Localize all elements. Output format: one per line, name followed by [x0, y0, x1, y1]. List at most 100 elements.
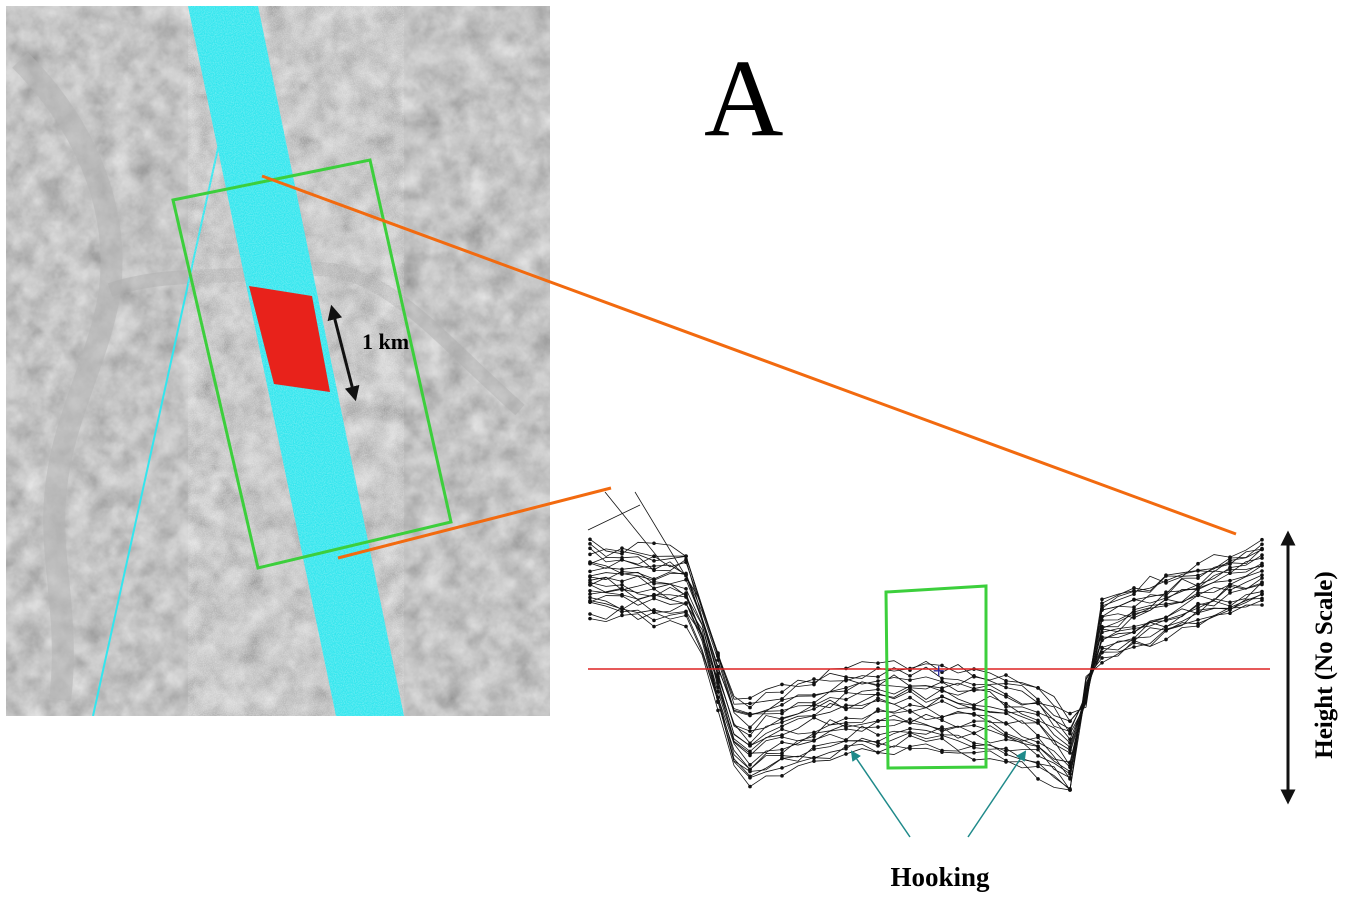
- profile-point: [1100, 597, 1104, 602]
- profile-point: [844, 716, 848, 720]
- profile-point: [652, 610, 656, 615]
- profile-line: [589, 593, 1263, 779]
- profile-point: [652, 579, 656, 584]
- profile-point: [588, 582, 592, 587]
- profile-point: [1260, 546, 1264, 551]
- profile-point: [940, 748, 944, 753]
- profile-point: [940, 725, 944, 729]
- profile-point: [908, 686, 912, 691]
- profile-point: [748, 696, 752, 700]
- profile-point: [1164, 615, 1168, 620]
- ground-track-line: [92, 129, 223, 716]
- profile-point: [652, 554, 656, 558]
- profile-point: [684, 557, 688, 562]
- profile-point: [588, 552, 592, 557]
- profile-line: [634, 491, 701, 601]
- profile-point: [748, 751, 752, 755]
- profile-point: [1068, 751, 1072, 755]
- profile-point: [780, 690, 784, 694]
- profile-point: [588, 569, 592, 574]
- profile-point: [1132, 636, 1136, 640]
- profile-point: [812, 715, 816, 720]
- profile-point: [620, 593, 624, 598]
- profile-point: [812, 755, 816, 760]
- profile-point: [972, 719, 976, 724]
- profile-point: [748, 711, 752, 716]
- profile-point: [1004, 746, 1008, 751]
- profile-point: [1004, 681, 1008, 686]
- profile-point: [780, 703, 784, 707]
- profile-point: [652, 541, 656, 546]
- profile-line: [589, 565, 1263, 751]
- profile-point: [940, 676, 944, 681]
- profile-point: [972, 731, 976, 735]
- profile-point: [620, 583, 624, 587]
- profile-point: [1036, 747, 1040, 752]
- profile-point: [652, 567, 656, 572]
- profile-point: [716, 708, 720, 713]
- height-axis-label: Height (No Scale): [1311, 571, 1338, 758]
- profile-point: [1100, 646, 1104, 651]
- profile-point: [908, 689, 912, 693]
- profile-point: [908, 730, 912, 735]
- profile-point: [1260, 542, 1264, 547]
- profile-point: [1164, 603, 1168, 608]
- profile-point: [940, 663, 944, 668]
- profile-point: [1068, 748, 1072, 752]
- profile-line: [589, 570, 1263, 754]
- profile-line: [589, 604, 1263, 791]
- connector-line-lower: [337, 486, 612, 560]
- profile-point: [620, 613, 624, 618]
- profile-point: [748, 705, 752, 710]
- profile-point: [1004, 705, 1008, 709]
- profile-point: [844, 677, 848, 681]
- profile-point: [876, 679, 880, 683]
- profile-point: [1228, 608, 1232, 612]
- profile-point: [1228, 605, 1232, 610]
- profile-point: [748, 769, 752, 774]
- profile-point: [940, 699, 944, 703]
- profile-point: [652, 577, 656, 581]
- profile-point: [876, 744, 880, 748]
- profile-point: [684, 624, 688, 629]
- profile-point: [1100, 601, 1104, 606]
- profile-point: [1068, 711, 1072, 716]
- profile-point: [652, 564, 656, 568]
- profile-point: [1036, 764, 1040, 769]
- profile-point: [1196, 582, 1200, 587]
- profile-point: [620, 569, 624, 574]
- profile-point: [1004, 694, 1008, 699]
- profile-point: [620, 610, 624, 614]
- profile-point: [1196, 573, 1200, 578]
- profile-point: [972, 723, 976, 728]
- profile-point: [588, 546, 592, 551]
- profile-point: [844, 747, 848, 751]
- profile-point: [684, 613, 688, 618]
- profile-point: [1164, 578, 1168, 583]
- profile-point: [940, 680, 944, 684]
- profile-point: [1196, 608, 1200, 613]
- profile-point: [812, 747, 816, 751]
- profile-point: [748, 784, 752, 789]
- profile-point: [620, 586, 624, 591]
- profile-point: [1196, 624, 1200, 628]
- profile-point: [748, 733, 752, 738]
- profile-point: [972, 705, 976, 710]
- profile-point: [844, 686, 848, 690]
- profile-line: [589, 599, 1263, 792]
- profile-point: [1068, 729, 1072, 734]
- profile-point: [588, 612, 592, 616]
- profile-point: [1164, 628, 1168, 633]
- profile-point: [876, 725, 880, 729]
- profile-point: [908, 674, 912, 678]
- profile-point: [1196, 576, 1200, 580]
- profile-point: [940, 715, 944, 719]
- profile-point: [1164, 590, 1168, 594]
- profile-point: [1196, 611, 1200, 615]
- profile-point: [1100, 635, 1104, 639]
- profile-point: [684, 595, 688, 599]
- profile-point: [876, 675, 880, 679]
- profile-point: [1228, 556, 1232, 560]
- profile-point: [1004, 673, 1008, 677]
- profile-point: [1068, 775, 1072, 780]
